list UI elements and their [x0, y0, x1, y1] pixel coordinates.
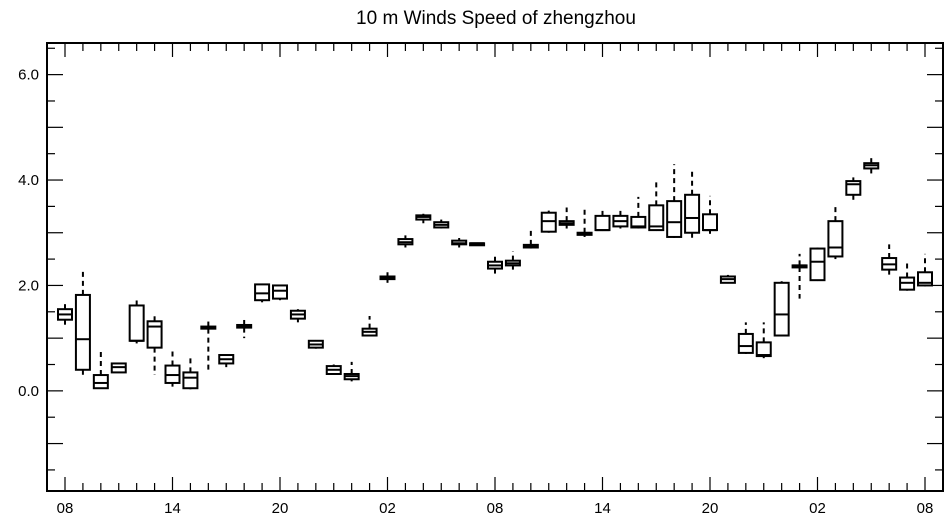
box-item — [755, 322, 772, 359]
box-item — [254, 283, 271, 303]
box-item — [272, 284, 288, 301]
box-item — [594, 210, 611, 232]
box-item — [200, 319, 217, 373]
box-item — [809, 247, 826, 282]
box-body — [684, 193, 701, 234]
box-body — [845, 180, 862, 196]
box-body — [146, 320, 163, 349]
box-item — [737, 322, 754, 354]
box-body — [74, 293, 91, 371]
x-tick-label: 08 — [487, 500, 504, 517]
box-item — [899, 261, 916, 291]
box-item — [146, 316, 163, 376]
box-item — [863, 157, 880, 178]
box-item — [648, 180, 665, 232]
box-item — [92, 348, 109, 390]
box-item — [74, 269, 91, 378]
box-item — [576, 209, 593, 237]
box-item — [343, 361, 360, 382]
box-item — [397, 235, 414, 248]
box-item — [110, 362, 127, 374]
box-body — [809, 247, 826, 282]
box-body — [648, 204, 665, 232]
box-body — [594, 214, 611, 232]
box-item — [128, 297, 145, 344]
x-tick-label: 02 — [809, 500, 826, 517]
box-item — [791, 253, 808, 299]
box-item — [504, 251, 521, 270]
box-item — [522, 230, 539, 249]
box-item — [612, 207, 629, 229]
box-item — [773, 281, 790, 337]
box-body — [737, 332, 754, 354]
axis-ticks — [47, 43, 943, 491]
box-item — [630, 196, 647, 229]
chart-title: 10 m Winds Speed of zhengzhou — [356, 8, 636, 29]
box-item — [361, 316, 378, 337]
y-tick-label: 4.0 — [18, 172, 39, 189]
box-item — [325, 364, 342, 375]
box-item — [540, 210, 557, 233]
box-item — [845, 177, 862, 201]
box-body — [773, 281, 790, 337]
box-item — [182, 356, 199, 390]
box-body — [182, 371, 199, 390]
box-series — [57, 157, 933, 390]
x-tick-label: 20 — [272, 500, 289, 517]
box-item — [164, 351, 181, 387]
box-item — [451, 238, 468, 248]
box-item — [289, 309, 306, 323]
box-item — [684, 168, 701, 240]
x-tick-label: 02 — [379, 500, 396, 517]
box-item — [415, 213, 432, 224]
box-item — [236, 317, 253, 339]
box-item — [917, 253, 933, 287]
x-tick-label: 08 — [57, 500, 74, 517]
box-body — [630, 215, 647, 229]
box-body — [92, 374, 109, 390]
box-item — [558, 207, 575, 229]
box-item — [307, 339, 324, 349]
box-body — [755, 341, 772, 358]
y-tick-label: 2.0 — [18, 277, 39, 294]
box-item — [827, 203, 844, 260]
y-tick-label: 0.0 — [18, 383, 39, 400]
x-axis-labels: 08 14 20 02 08 14 20 02 08 — [57, 500, 934, 517]
box-body — [540, 211, 557, 233]
x-tick-label: 14 — [164, 500, 181, 517]
box-item — [719, 274, 736, 284]
box-item — [881, 244, 898, 278]
box-body — [702, 213, 718, 232]
box-item — [487, 254, 503, 274]
box-body — [272, 284, 288, 300]
box-item — [666, 164, 683, 239]
box-item — [702, 195, 718, 234]
box-body — [666, 200, 683, 238]
box-item — [433, 219, 450, 229]
box-item — [379, 272, 396, 283]
box-item — [57, 301, 73, 325]
x-tick-label: 08 — [917, 500, 934, 517]
box-body — [254, 283, 271, 302]
box-item — [469, 242, 486, 247]
y-axis-labels: 0.0 2.0 4.0 6.0 — [18, 67, 39, 400]
box-body — [827, 220, 844, 258]
y-tick-label: 6.0 — [18, 67, 39, 84]
x-tick-label: 20 — [702, 500, 719, 517]
box-body — [128, 304, 145, 342]
x-tick-label: 14 — [594, 500, 611, 517]
box-item — [218, 354, 235, 368]
